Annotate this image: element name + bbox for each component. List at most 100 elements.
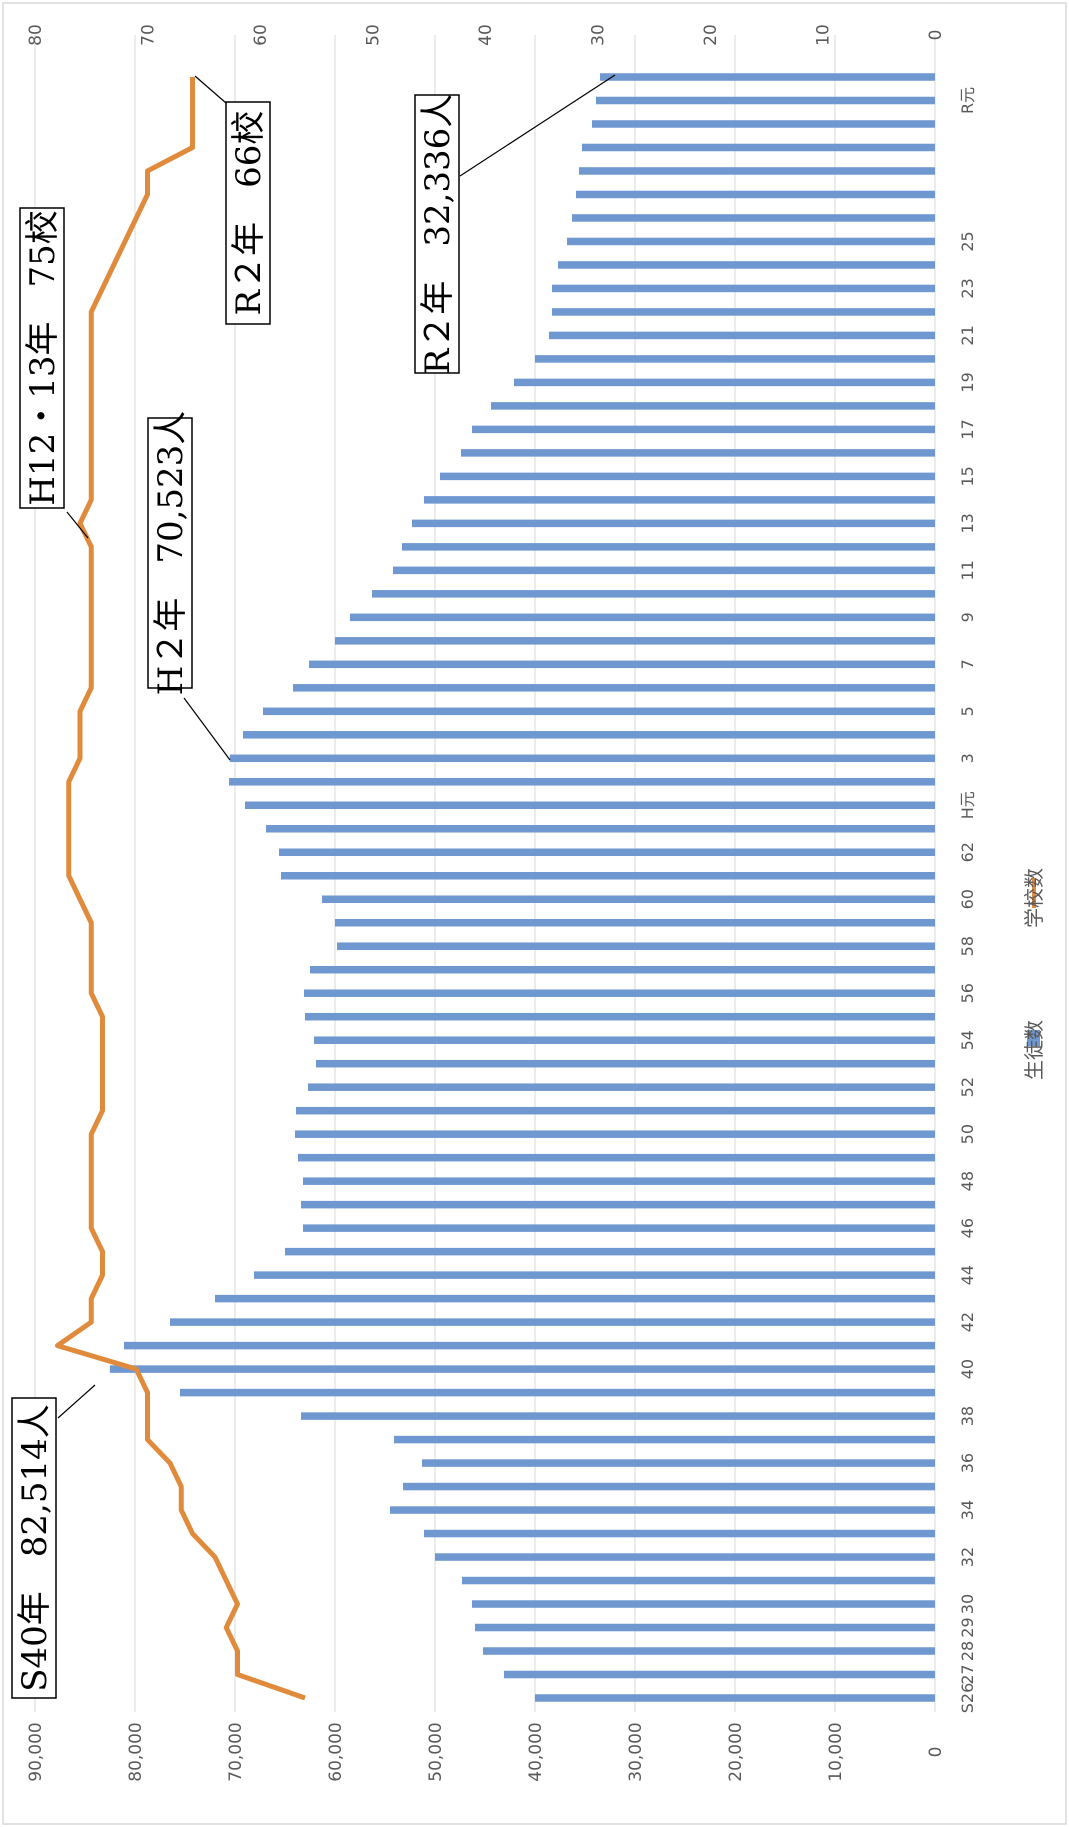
- bar: [337, 942, 935, 950]
- bar: [322, 895, 935, 904]
- bar: [335, 637, 935, 645]
- bar: [558, 261, 935, 269]
- primary-tick-label: 50,000: [426, 1722, 446, 1781]
- bar: [402, 543, 935, 551]
- primary-tick-label: 0: [926, 1747, 946, 1758]
- secondary-tick-label: 20: [701, 24, 721, 46]
- primary-tick-label: 60,000: [326, 1722, 346, 1781]
- bar: [393, 566, 935, 575]
- bar: [285, 1247, 935, 1256]
- bar: [504, 1670, 935, 1679]
- bar: [549, 331, 935, 340]
- category-tick-label: 29: [958, 1617, 977, 1637]
- bar: [600, 73, 935, 81]
- bar: [296, 1106, 935, 1115]
- annotation-callout: H２年 70,523人: [147, 411, 231, 761]
- callout-leader: [66, 511, 89, 539]
- bar: [215, 1294, 935, 1303]
- bar: [535, 355, 935, 363]
- callout-box: [11, 1397, 57, 1699]
- bar: [596, 96, 935, 105]
- category-tick-label: 56: [958, 983, 977, 1003]
- bar: [301, 1412, 935, 1420]
- callout-leader: [57, 1384, 96, 1419]
- bar: [109, 1365, 936, 1373]
- bar: [305, 1012, 935, 1021]
- category-tick-label: 13: [958, 513, 977, 533]
- bar: [372, 590, 935, 598]
- secondary-tick-label: 10: [814, 24, 834, 46]
- category-tick-label: 30: [958, 1594, 977, 1614]
- primary-tick-label: 70,000: [226, 1722, 246, 1781]
- bar: [592, 120, 935, 128]
- legend-label-bars: 生徒数: [1022, 1020, 1046, 1080]
- category-tick-label: 34: [958, 1500, 977, 1520]
- bar: [424, 496, 935, 504]
- callout-box: [19, 207, 65, 509]
- bar: [491, 402, 935, 410]
- category-tick-label: 9: [958, 612, 977, 622]
- bar: [293, 684, 935, 692]
- category-tick-label: H元: [958, 791, 977, 819]
- bar: [245, 801, 935, 810]
- secondary-tick-label: 40: [476, 24, 496, 46]
- bar: [475, 1623, 935, 1632]
- axis-ticks: 0 10,000 20,000 30,000 40,000 50,000 60,000 70,…: [26, 24, 977, 1782]
- bar: [266, 825, 935, 833]
- bar: [254, 1271, 935, 1279]
- primary-tick-label: 30,000: [626, 1722, 646, 1781]
- annotation-callout: R２年 66校: [194, 75, 271, 325]
- category-tick-label: 42: [958, 1312, 977, 1332]
- bar: [472, 1600, 935, 1608]
- category-tick-label: 60: [958, 889, 977, 909]
- bar: [314, 1036, 935, 1044]
- bar: [461, 449, 935, 457]
- category-tick-label: 7: [958, 659, 977, 669]
- bar: [301, 1200, 935, 1209]
- category-tick-label: 58: [958, 936, 977, 956]
- annotations: S40年 82,514人 H２年 70,523人 R２年 32,336人 H12・13…: [11, 74, 616, 1699]
- bar: [514, 378, 935, 387]
- bar: [462, 1576, 935, 1585]
- bar: [124, 1341, 935, 1350]
- bar: [435, 1553, 935, 1561]
- line-series: [55, 77, 306, 1701]
- bar: [567, 237, 935, 246]
- category-tick-label: 44: [958, 1265, 977, 1285]
- annotation-callout: S40年 82,514人: [11, 1384, 96, 1699]
- bar: [279, 848, 935, 857]
- bar: [403, 1482, 935, 1491]
- bar: [483, 1647, 935, 1655]
- primary-tick-label: 10,000: [826, 1722, 846, 1781]
- legend-swatch-bar: [1027, 1030, 1040, 1046]
- bar: [582, 143, 935, 152]
- category-tick-label: 48: [958, 1171, 977, 1191]
- bar: [572, 214, 935, 222]
- category-tick-label: 46: [958, 1218, 977, 1238]
- category-tick-label: 54: [958, 1030, 977, 1050]
- primary-tick-label: 90,000: [26, 1722, 46, 1781]
- bar: [295, 1130, 935, 1138]
- callout-label: R２年 66校: [229, 111, 269, 316]
- category-tick-label: 36: [958, 1453, 977, 1473]
- bar: [263, 707, 935, 716]
- secondary-tick-label: 80: [26, 24, 46, 46]
- callout-box: [225, 101, 271, 325]
- bar: [394, 1435, 935, 1444]
- category-tick-label: 62: [958, 842, 977, 862]
- category-tick-label: 27: [958, 1664, 977, 1684]
- bar: [304, 989, 935, 997]
- callout-box: [147, 417, 193, 689]
- primary-tick-label: 80,000: [126, 1722, 146, 1781]
- bar: [552, 284, 935, 293]
- line-series-path: [55, 77, 306, 1701]
- bar-series: [109, 73, 936, 1702]
- bar: [576, 190, 935, 199]
- bar: [170, 1318, 935, 1326]
- category-tick-label: 38: [958, 1406, 977, 1426]
- bar: [310, 965, 935, 974]
- callout-label: H12・13年 75校: [23, 210, 63, 505]
- bar: [229, 778, 935, 786]
